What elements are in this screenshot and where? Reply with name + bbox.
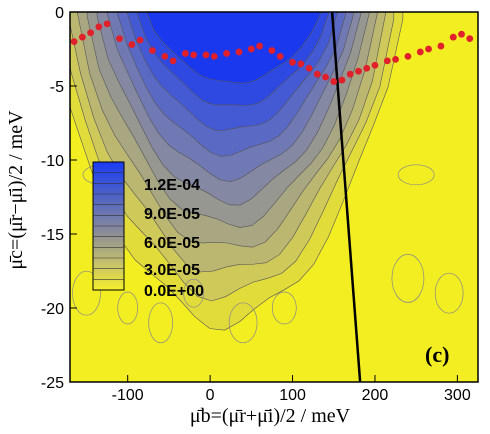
contour-bands [70, 12, 404, 331]
marker-point [437, 42, 445, 50]
plot-frame [69, 11, 479, 383]
y-tick-label: -10 [41, 153, 64, 170]
marker-point [136, 36, 144, 44]
marker-point [330, 78, 338, 85]
panel-label: (c) [425, 342, 449, 367]
marker-point [297, 60, 305, 68]
y-tick-label: -25 [41, 375, 64, 392]
y-axis-label: μ̄c=(μ̄r−μ̄i)/2 / meV [5, 110, 27, 270]
colorbar-label: 1.2E-04 [144, 177, 200, 194]
noise-contour [271, 291, 297, 325]
noise-contour [148, 302, 174, 344]
marker-point [363, 64, 371, 72]
marker-point [190, 51, 198, 59]
x-axis-label: μ̄b=(μ̄r+μ̄i)/2 / meV [190, 405, 351, 427]
marker-point [210, 53, 218, 60]
noise-contour [391, 254, 425, 303]
marker-point [416, 48, 424, 56]
marker-point [425, 45, 432, 53]
marker-point [466, 35, 474, 43]
noise-contour [434, 272, 464, 314]
noise-contours [72, 164, 464, 344]
x-tick-label: 0 [206, 387, 215, 404]
colorbar-lines [93, 172, 124, 280]
marker-point [458, 30, 465, 38]
colorbar-label: 0.0E+00 [144, 283, 204, 300]
marker-point [346, 70, 354, 78]
y-tick-label: -15 [41, 227, 64, 244]
x-tick-label: -100 [112, 387, 144, 404]
marker-point [223, 50, 231, 57]
contour-band [146, 12, 322, 84]
marker-point [276, 53, 284, 60]
noise-contour [183, 278, 204, 308]
marker-point [95, 23, 103, 31]
marker-point [449, 33, 457, 41]
marker-point [313, 70, 321, 78]
red-markers [70, 20, 474, 85]
marker-point [371, 61, 379, 69]
colorbar-label: 6.0E-05 [144, 235, 200, 252]
marker-point [338, 76, 346, 84]
marker-point [181, 50, 189, 57]
marker-point [268, 47, 276, 54]
marker-point [103, 20, 111, 28]
y-tick-label: -5 [50, 79, 64, 96]
noise-contour [72, 270, 101, 316]
y-tick-label: -20 [41, 301, 64, 318]
marker-point [235, 48, 243, 56]
marker-point [128, 41, 136, 48]
marker-point [289, 58, 296, 66]
marker-point [70, 38, 78, 45]
marker-point [247, 45, 255, 53]
x-tick-label: 300 [444, 387, 471, 404]
x-tick-label: 200 [362, 387, 389, 404]
marker-point [404, 53, 412, 60]
x-axis-ticks: -100 0 100 200 300 [112, 375, 471, 404]
noise-contour [228, 302, 258, 344]
y-tick-label: 0 [55, 5, 64, 22]
colorbar-labels: 1.2E-04 9.0E-05 6.0E-05 3.0E-05 0.0E+00 [144, 177, 204, 300]
noise-contour [397, 164, 435, 186]
marker-point [87, 29, 95, 37]
marker-point [392, 55, 399, 63]
x-tick-label: 100 [279, 387, 306, 404]
colorbar-label: 3.0E-05 [144, 262, 200, 279]
marker-point [78, 33, 86, 41]
colorbar: 1.2E-04 9.0E-05 6.0E-05 3.0E-05 0.0E+00 [92, 161, 204, 300]
y-axis-ticks: 0 -5 -10 -15 -20 -25 [41, 5, 77, 392]
marker-point [169, 57, 177, 65]
marker-point [383, 57, 391, 65]
marker-point [322, 73, 329, 81]
marker-point [116, 35, 123, 43]
colorbar-label: 9.0E-05 [144, 206, 200, 223]
marker-point [355, 67, 362, 75]
marker-point [256, 42, 263, 50]
marker-point [161, 53, 169, 60]
plot-area [70, 12, 478, 382]
marker-point [202, 51, 210, 59]
marker-point [149, 47, 156, 54]
marker-point [305, 64, 313, 72]
boundary-line [330, 12, 362, 382]
noise-contour [117, 291, 139, 325]
